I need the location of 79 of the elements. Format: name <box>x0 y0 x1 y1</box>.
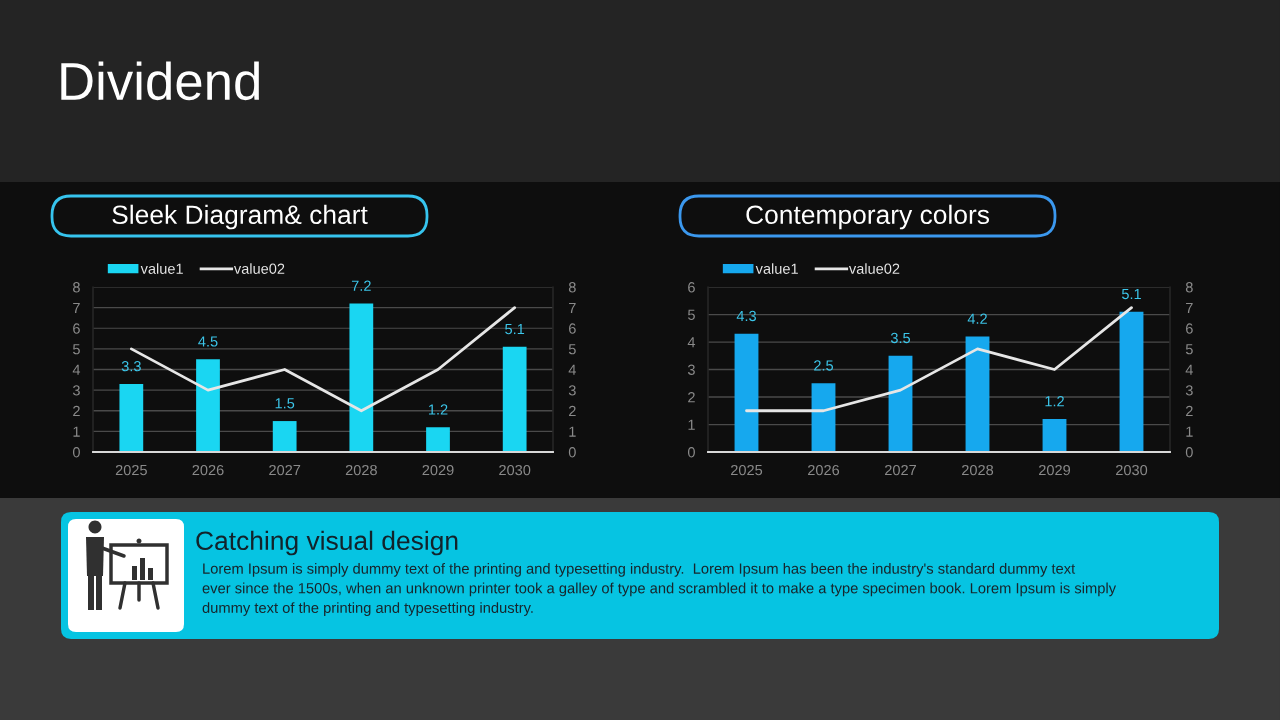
bar <box>1119 311 1144 452</box>
y2-tick-label: 3 <box>1185 385 1193 396</box>
bar <box>502 346 527 452</box>
data-label: 3.3 <box>121 361 141 372</box>
y-tick-label: 1 <box>688 419 695 430</box>
data-label: 4.5 <box>198 336 218 347</box>
y-tick-label: 6 <box>73 323 80 334</box>
y2-tick-label: 4 <box>568 364 576 375</box>
y2-tick-label: 0 <box>568 447 576 458</box>
y2-tick-label: 7 <box>1186 302 1193 313</box>
y-tick-label: 0 <box>687 447 695 458</box>
x-tick-label: 2030 <box>499 464 531 476</box>
bar <box>888 355 913 452</box>
data-label: 3.5 <box>890 332 911 344</box>
y2-tick-label: 0 <box>1185 447 1193 458</box>
bar <box>965 336 990 452</box>
legend-label: value02 <box>233 263 285 274</box>
y-tick-label: 6 <box>688 282 695 293</box>
y-tick-label: 8 <box>73 282 80 293</box>
data-label: 5.1 <box>505 324 525 335</box>
text: Catching visual design <box>196 530 458 556</box>
x-tick-label: 2029 <box>422 464 454 476</box>
bar <box>1042 419 1067 452</box>
y2-tick-label: 2 <box>569 405 576 417</box>
x-tick-label: 2028 <box>345 464 377 476</box>
y2-tick-label: 3 <box>568 385 576 396</box>
y2-tick-label: 4 <box>1185 364 1193 375</box>
y-tick-label: 4 <box>687 337 696 348</box>
x-tick-label: 2030 <box>1116 464 1148 476</box>
y-tick-label: 7 <box>73 302 80 313</box>
data-label: 2.5 <box>814 360 834 371</box>
x-tick-label: 2026 <box>808 464 840 476</box>
y2-tick-label: 5 <box>1185 344 1193 355</box>
bar <box>734 333 759 452</box>
y-tick-label: 2 <box>688 392 695 403</box>
y-tick-label: 3 <box>72 385 80 396</box>
bar <box>811 383 836 452</box>
data-label: 7.2 <box>351 280 371 291</box>
y2-tick-label: 8 <box>1185 282 1193 293</box>
legend-label: value02 <box>848 263 900 274</box>
data-label: 1.2 <box>1045 396 1064 407</box>
x-tick-label: 2026 <box>192 464 224 476</box>
y2-tick-label: 1 <box>1186 426 1193 437</box>
y-tick-label: 5 <box>72 344 80 355</box>
x-tick-label: 2027 <box>885 464 916 476</box>
legend-label: value1 <box>140 263 183 274</box>
bar <box>349 303 374 452</box>
bar <box>196 359 220 452</box>
bar <box>272 421 297 452</box>
y2-tick-label: 5 <box>568 344 576 355</box>
bar <box>426 427 450 452</box>
x-tick-label: 2025 <box>731 464 763 476</box>
text: Lorem Ipsum is simply dummy text of the printing and typesetting industry. Lorem Ipsum has been the industry's standard dummy text ever since the 1500s, when an unknown printer took a galley of type and scrambled it to make a type specimen book. Lorem Ipsum is simply dummy text of the printing and typesetting industry. <box>202 563 1117 616</box>
y2-tick-label: 6 <box>1186 323 1193 334</box>
y-tick-label: 3 <box>687 364 695 375</box>
x-tick-label: 2025 <box>115 464 147 476</box>
data-label: 5.1 <box>1121 288 1141 300</box>
y2-tick-label: 7 <box>569 302 576 313</box>
data-label: 1.2 <box>428 404 448 415</box>
y2-tick-label: 6 <box>569 323 576 334</box>
y-tick-label: 0 <box>72 447 80 458</box>
y-tick-label: 5 <box>687 309 695 320</box>
chart-title: Contemporary colors <box>746 204 990 230</box>
y2-tick-label: 8 <box>568 282 576 293</box>
x-tick-label: 2028 <box>962 464 994 476</box>
data-label: 4.2 <box>967 313 987 324</box>
x-tick-label: 2029 <box>1039 464 1071 476</box>
y-tick-label: 2 <box>73 405 80 417</box>
bar <box>119 383 144 452</box>
y-tick-label: 4 <box>72 364 81 375</box>
x-tick-label: 2027 <box>269 464 301 476</box>
chart-title: Sleek Diagram& chart <box>112 204 368 230</box>
y-tick-label: 1 <box>73 426 80 437</box>
y2-tick-label: 2 <box>1186 405 1193 417</box>
text: Dividend <box>61 61 259 101</box>
data-label: 4.3 <box>736 310 756 322</box>
y2-tick-label: 1 <box>569 426 576 437</box>
data-label: 1.5 <box>275 398 295 409</box>
legend-label: value1 <box>755 263 798 274</box>
